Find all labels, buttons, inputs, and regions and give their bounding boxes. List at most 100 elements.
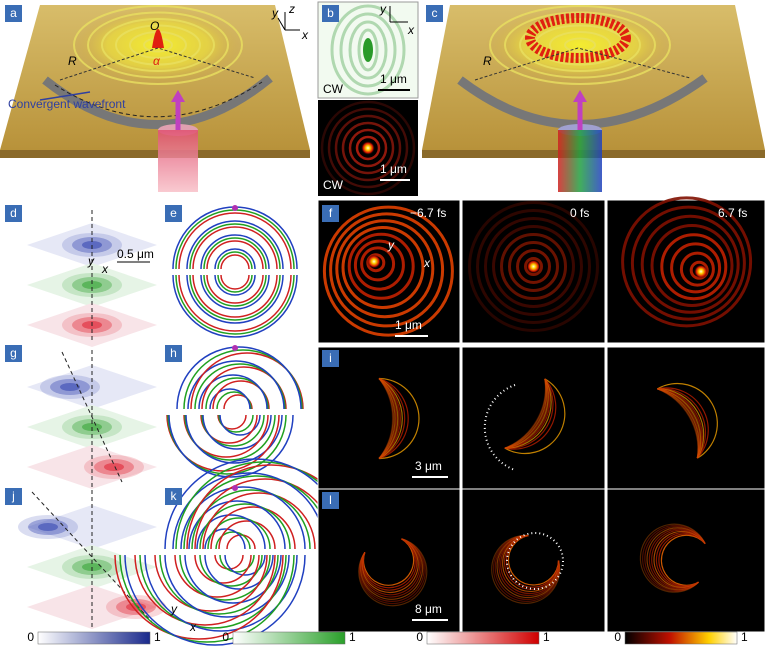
plate-edge [0, 150, 310, 158]
arc-pattern [504, 378, 566, 455]
arc-pattern [378, 378, 394, 459]
ring [353, 239, 405, 291]
wavefront-arc [214, 248, 256, 270]
arc-pattern [378, 378, 398, 459]
panel-label-box [5, 488, 22, 505]
wavefront-arc [134, 554, 276, 626]
angle-label: α [153, 54, 161, 68]
panel-label: j [11, 489, 15, 503]
arc-pattern [378, 378, 395, 459]
ring [468, 201, 599, 332]
scale-label: 1 μm [380, 72, 407, 86]
wavefront-arc [196, 514, 266, 550]
focus-spot [363, 38, 373, 62]
arc-pattern [657, 388, 700, 459]
ring [504, 11, 656, 79]
intensity-maps [317, 196, 765, 633]
map-background [317, 488, 461, 633]
arc-pattern [657, 388, 699, 459]
spiral-pattern [507, 534, 560, 586]
arc-pattern [504, 378, 548, 449]
ring [524, 257, 543, 276]
wavefront-arc [199, 503, 291, 550]
wavefront-arc [159, 554, 279, 615]
ring [335, 219, 435, 319]
wavefront-arc [154, 554, 268, 612]
ring [670, 242, 722, 294]
arc-pattern [504, 378, 552, 449]
spiral-pattern [498, 534, 560, 597]
wavefront-arc [214, 554, 244, 570]
ring [334, 114, 402, 182]
panel-label: c [432, 6, 438, 20]
origin-label: O [150, 19, 159, 33]
colorbar-max: 1 [154, 630, 161, 644]
radius-line [59, 47, 256, 81]
arc-pattern [504, 378, 547, 449]
wavefront-arc [114, 554, 284, 640]
arc-pattern [657, 382, 718, 459]
spiral-pattern [361, 538, 419, 594]
time-label: 0 fs [570, 206, 589, 220]
lobe [82, 281, 102, 289]
wavefront-arc [180, 486, 306, 550]
axis-label: x [407, 23, 415, 37]
ring [339, 12, 397, 88]
arc-pattern [657, 388, 700, 459]
spiral-pattern [502, 534, 560, 593]
arc-pattern [504, 378, 548, 449]
arc-pattern [378, 378, 396, 459]
panel-label: a [10, 6, 17, 20]
axis-label: y [387, 238, 395, 252]
ring [519, 18, 641, 72]
ring [348, 128, 388, 168]
radius-label: R [483, 54, 492, 68]
ring [357, 28, 379, 72]
sheet [27, 585, 157, 629]
ring [476, 209, 591, 324]
wavefront-arc [185, 414, 283, 464]
ring [87, 11, 229, 79]
arrow-dot [232, 485, 238, 491]
axis-label: x [301, 28, 309, 42]
ring [330, 4, 406, 96]
arc-pattern [504, 378, 547, 449]
wavefront-arc [188, 500, 286, 550]
lobe [38, 523, 58, 531]
ring [660, 233, 728, 301]
panel-label: h [170, 346, 177, 360]
arc-pattern [504, 378, 549, 449]
wavefront-arc [194, 554, 252, 584]
lobe [104, 463, 124, 471]
wavefront-arc [207, 517, 271, 550]
wavefront-arc [200, 234, 270, 270]
arc-pattern [657, 388, 705, 459]
arrow-head [573, 90, 587, 102]
colorbar-min: 0 [222, 630, 229, 644]
axis-label: y [170, 602, 178, 616]
wavefront-arc [175, 274, 295, 335]
arc-pattern [504, 378, 557, 450]
ring [630, 205, 746, 321]
panel-label-box [322, 5, 339, 22]
wavefront-arc [215, 531, 251, 550]
ring [492, 225, 575, 308]
wavefront-arc [179, 554, 271, 601]
spiral-pattern [359, 538, 425, 602]
ring [73, 5, 243, 85]
focus-spot [367, 254, 381, 269]
arc-pattern [378, 378, 394, 459]
scale-label: 8 μm [415, 602, 442, 616]
mode-label: CW [323, 82, 344, 96]
spiral-pattern [360, 538, 422, 598]
ring [516, 249, 551, 284]
panel-label-box [165, 205, 182, 222]
spiral-pattern [658, 533, 706, 587]
spiral-pattern [362, 538, 415, 586]
map-background [606, 346, 765, 491]
wavefront-arc [216, 391, 252, 410]
wavefront-arc [200, 274, 270, 310]
arc-pattern [378, 378, 397, 459]
wavefront-arc [209, 388, 251, 410]
panel-label-box [5, 205, 22, 222]
